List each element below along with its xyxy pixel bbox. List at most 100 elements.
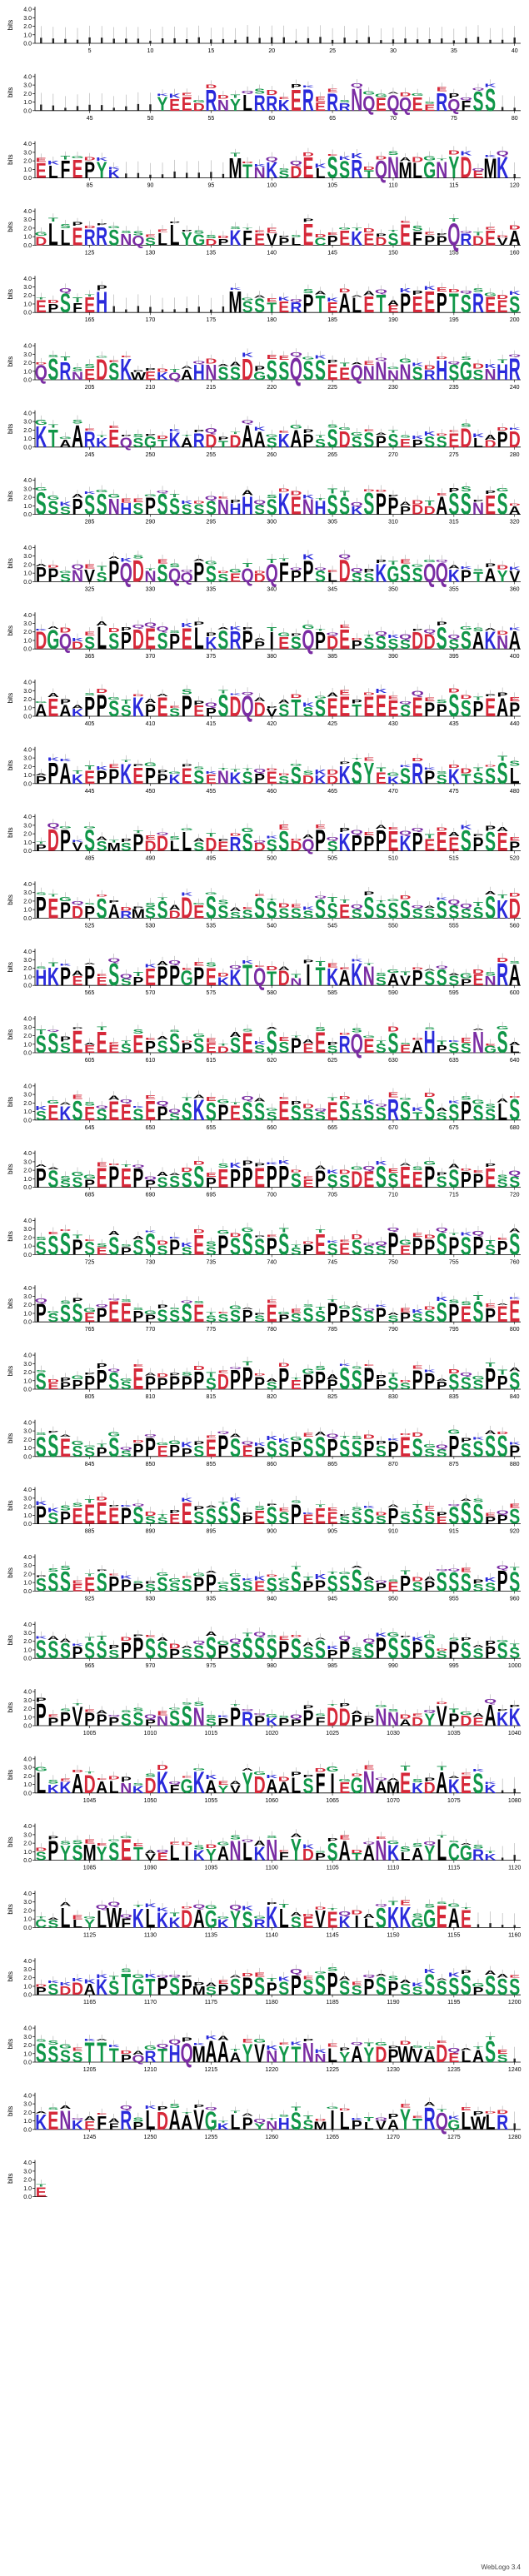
residue-letter: D: [351, 1167, 362, 1193]
residue-letter: A: [302, 1039, 315, 1044]
y-tick-label: 0.0: [23, 2060, 32, 2066]
residue-letter: A: [400, 501, 412, 507]
residue-letter: A: [72, 420, 83, 454]
residue-letter: V: [376, 2118, 387, 2133]
residue-letter: S: [448, 1165, 459, 1193]
residue-letter: T: [388, 560, 398, 566]
y-tick-label: 2.0: [23, 1908, 32, 1914]
residue-letter: S: [448, 1974, 459, 2001]
residue-letter: S: [400, 1512, 411, 1527]
residue-letter: D: [278, 1363, 290, 1368]
x-tick-label: 165: [85, 317, 95, 323]
residue-letter: P: [387, 1504, 398, 1529]
residue-stack: [185, 172, 188, 178]
residue-letter: E: [97, 1246, 107, 1258]
residue-letter: K: [254, 426, 267, 431]
x-tick-label: 780: [267, 1327, 277, 1333]
residue-letter: Q: [472, 1230, 484, 1237]
residue-letter: R: [84, 427, 96, 452]
residue-letter: A: [96, 620, 108, 627]
residue-letter: P: [291, 1970, 302, 2001]
y-axis-label: bits: [7, 20, 14, 30]
y-tick-label: 0.0: [23, 176, 32, 182]
residue-letter: L: [61, 1902, 71, 1934]
x-tick-label: 430: [388, 721, 398, 727]
residue-letter: E: [132, 1363, 143, 1397]
x-tick-label: 1185: [327, 2000, 339, 2005]
residue-letter: T: [497, 755, 507, 762]
residue-letter: S: [497, 487, 508, 521]
residue-letter: R: [497, 959, 508, 993]
residue-letter: S: [193, 1443, 204, 1461]
residue-letter: R: [339, 101, 351, 113]
residue-letter: P: [327, 359, 339, 364]
y-axis-label: bits: [7, 1097, 14, 1107]
residue-letter: Q: [447, 2047, 460, 2054]
x-tick-label: 945: [327, 1596, 337, 1602]
residue-letter: S: [339, 1515, 350, 1526]
residue-letter: P: [278, 1160, 289, 1194]
residue-letter: S: [363, 892, 374, 925]
weblogo-credit: WebLogo 3.4: [482, 2564, 521, 2571]
x-tick-label: 1280: [508, 2135, 522, 2140]
residue-letter: I: [270, 629, 274, 655]
residue-letter: K: [217, 1916, 230, 1931]
residue-letter: P: [193, 2104, 205, 2109]
y-tick-label: 4.0: [23, 1286, 32, 1292]
x-tick-label: 450: [146, 789, 156, 795]
residue-letter: S: [97, 569, 107, 585]
residue-letter: G: [447, 1428, 460, 1435]
residue-letter: S: [206, 1099, 217, 1126]
residue-letter: S: [157, 898, 168, 924]
residue-letter: E: [363, 1034, 374, 1058]
y-tick-label: 0.0: [23, 1454, 32, 1460]
y-tick-label: 0.0: [23, 512, 32, 518]
residue-letter: D: [181, 1906, 192, 1933]
residue-letter: K: [412, 436, 424, 441]
residue-letter: G: [168, 1577, 181, 1583]
residue-letter: S: [412, 364, 423, 384]
residue-letter: K: [254, 1040, 267, 1045]
x-tick-label: 1200: [508, 2000, 522, 2005]
residue-letter: S: [376, 1161, 387, 1194]
x-tick-label: 810: [146, 1394, 156, 1400]
residue-letter: K: [242, 352, 254, 359]
residue-stack: [367, 37, 371, 43]
y-tick-label: 1.0: [23, 1647, 32, 1653]
residue-letter: S: [473, 1645, 484, 1662]
residue-letter: A: [387, 300, 399, 306]
residue-stack: [513, 107, 516, 111]
residue-letter: P: [97, 1303, 107, 1327]
residue-letter: P: [387, 1228, 398, 1263]
residue-letter: L: [291, 235, 301, 247]
residue-letter: E: [84, 1838, 95, 1845]
y-tick-label: 1.0: [23, 32, 32, 38]
residue-stack: [197, 306, 200, 313]
residue-letter: E: [145, 965, 156, 992]
residue-letter: G: [144, 433, 157, 450]
residue-letter: T: [97, 566, 107, 573]
residue-letter: E: [242, 2038, 253, 2044]
residue-letter: P: [267, 1234, 277, 1261]
residue-letter: P: [254, 1373, 265, 1393]
x-tick-label: 905: [327, 1529, 337, 1535]
residue-letter: D: [278, 1776, 290, 1782]
residue-letter: M: [228, 286, 242, 320]
residue-letter: S: [302, 909, 313, 920]
residue-letter: G: [181, 967, 193, 990]
residue-letter: S: [485, 83, 496, 117]
x-tick-label: 875: [449, 1462, 459, 1467]
x-tick-label: 545: [327, 923, 337, 929]
residue-letter: T: [121, 759, 131, 762]
y-tick-label: 0.0: [23, 984, 32, 989]
residue-letter: W: [471, 2114, 487, 2134]
residue-letter: S: [193, 840, 204, 854]
residue-letter: Q: [338, 554, 351, 560]
residue-letter: T: [206, 1372, 216, 1379]
residue-letter: P: [169, 1373, 180, 1393]
residue-letter: K: [181, 892, 193, 897]
x-tick-label: 580: [267, 990, 277, 996]
residue-letter: S: [182, 1098, 192, 1126]
residue-letter: K: [375, 1161, 387, 1167]
residue-letter: S: [97, 839, 107, 854]
